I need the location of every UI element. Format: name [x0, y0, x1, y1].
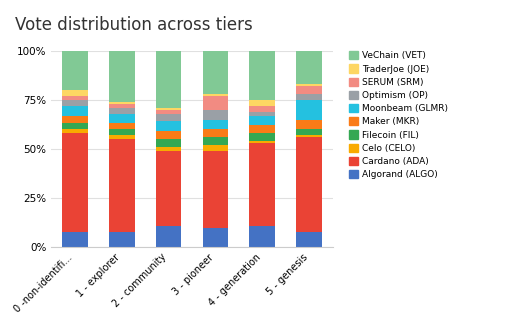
Bar: [296, 231, 322, 247]
Bar: [156, 110, 181, 113]
Bar: [203, 120, 228, 129]
Bar: [296, 120, 322, 129]
Bar: [249, 226, 275, 247]
Bar: [249, 100, 275, 106]
Bar: [203, 145, 228, 151]
Bar: [156, 108, 181, 110]
Bar: [249, 112, 275, 116]
Bar: [156, 147, 181, 151]
Bar: [249, 133, 275, 141]
Bar: [156, 226, 181, 247]
Bar: [203, 96, 228, 110]
Bar: [156, 51, 181, 108]
Bar: [203, 129, 228, 137]
Text: Vote distribution across tiers: Vote distribution across tiers: [15, 16, 253, 34]
Bar: [156, 139, 181, 147]
Bar: [249, 143, 275, 226]
Bar: [296, 84, 322, 86]
Bar: [203, 94, 228, 96]
Bar: [156, 131, 181, 139]
Bar: [296, 135, 322, 137]
Bar: [296, 86, 322, 94]
Bar: [249, 116, 275, 126]
Bar: [109, 139, 135, 231]
Bar: [296, 100, 322, 120]
Bar: [109, 108, 135, 113]
Bar: [62, 106, 88, 116]
Bar: [203, 110, 228, 120]
Bar: [62, 100, 88, 106]
Bar: [62, 116, 88, 123]
Legend: VeChain (VET), TraderJoe (JOE), SERUM (SRM), Optimism (OP), Moonbeam (GLMR), Mak: VeChain (VET), TraderJoe (JOE), SERUM (S…: [349, 51, 448, 179]
Bar: [296, 129, 322, 135]
Bar: [109, 102, 135, 104]
Bar: [296, 51, 322, 84]
Bar: [203, 228, 228, 247]
Bar: [203, 51, 228, 94]
Bar: [249, 106, 275, 112]
Bar: [109, 135, 135, 139]
Bar: [296, 94, 322, 100]
Bar: [249, 51, 275, 100]
Bar: [109, 51, 135, 102]
Bar: [109, 113, 135, 123]
Bar: [62, 51, 88, 90]
Bar: [249, 126, 275, 133]
Bar: [156, 151, 181, 226]
Bar: [109, 104, 135, 108]
Bar: [62, 96, 88, 100]
Bar: [62, 133, 88, 231]
Bar: [109, 231, 135, 247]
Bar: [62, 90, 88, 96]
Bar: [62, 129, 88, 133]
Bar: [203, 151, 228, 228]
Bar: [109, 123, 135, 129]
Bar: [249, 141, 275, 143]
Bar: [156, 113, 181, 121]
Bar: [62, 123, 88, 129]
Bar: [62, 231, 88, 247]
Bar: [156, 121, 181, 131]
Bar: [203, 137, 228, 145]
Bar: [109, 129, 135, 135]
Bar: [296, 137, 322, 231]
